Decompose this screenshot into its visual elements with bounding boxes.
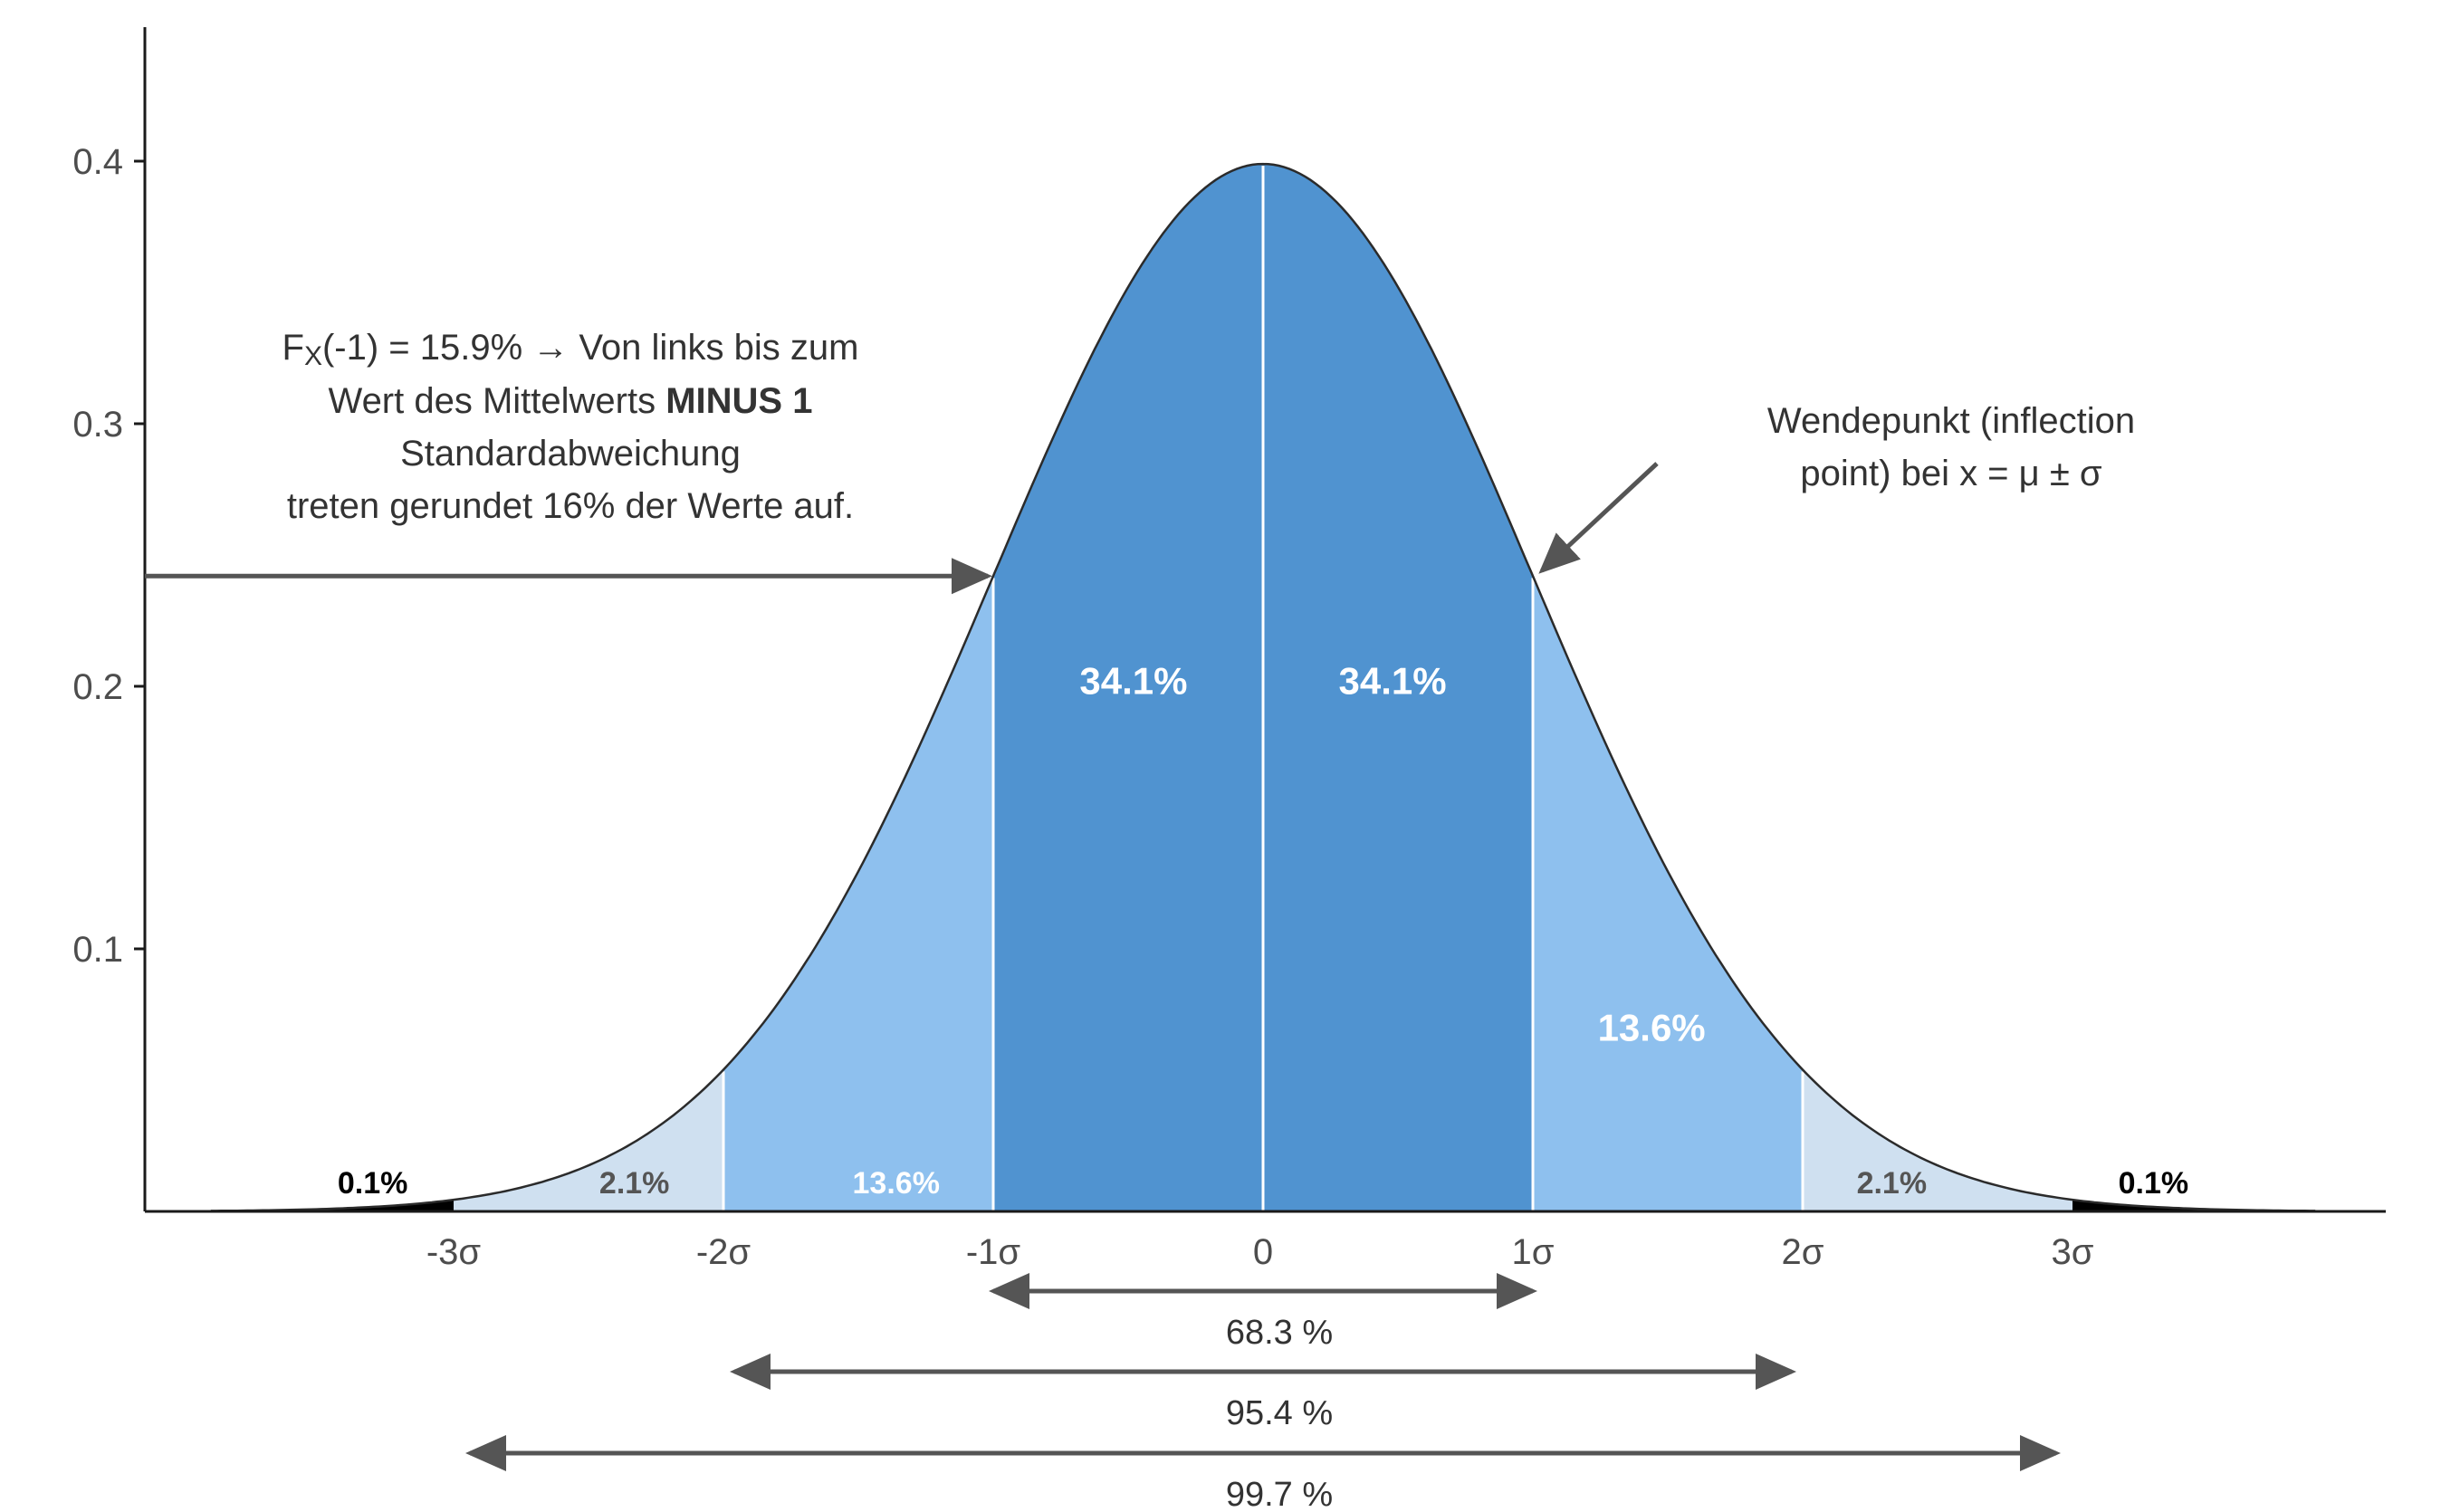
range-label: 68.3 %: [1226, 1314, 1333, 1352]
region-area-4: [1263, 164, 1533, 1212]
x-tick-label: 3σ: [2052, 1232, 2094, 1272]
region-area-3: [993, 164, 1263, 1212]
region-label: 2.1%: [599, 1166, 670, 1201]
y-tick-labels: 0.1 0.2 0.3 0.4: [72, 142, 145, 970]
x-tick-label: 0: [1253, 1232, 1273, 1272]
annotation-right-line2: point) bei x = μ ± σ: [1800, 454, 2101, 493]
region-area-6: [1803, 1069, 2072, 1211]
sigma-dividers: [722, 166, 1804, 1211]
right-annotation: Wendepunkt (inflection point) bei x = μ …: [1538, 401, 2135, 574]
region-label: 34.1%: [1079, 660, 1187, 703]
region-label: 0.1%: [2119, 1166, 2189, 1201]
range-label: 99.7 %: [1226, 1476, 1333, 1512]
y-tick-label: 0.4: [72, 142, 123, 182]
region-label: 0.1%: [338, 1166, 408, 1201]
x-tick-label: -1σ: [966, 1232, 1021, 1272]
range-label: 95.4 %: [1226, 1394, 1333, 1432]
region-area-2: [723, 576, 993, 1211]
y-tick-label: 0.3: [72, 405, 123, 445]
x-tick-label: -2σ: [696, 1232, 751, 1272]
region-label: 13.6%: [1598, 1007, 1706, 1049]
right-annotation-arrow: [1538, 462, 1659, 574]
x-tick-label: 1σ: [1512, 1232, 1555, 1272]
left-annotation: FX(-1) = 15.9% → Von links bis zum Wert …: [145, 328, 992, 595]
annotation-right-line1: Wendepunkt (inflection: [1767, 401, 2135, 441]
x-tick-label: 2σ: [1782, 1232, 1824, 1272]
region-percent-labels: 0.1% 2.1% 13.6% 34.1% 34.1% 13.6% 2.1% 0.1%: [338, 660, 2188, 1201]
x-tick-label: -3σ: [426, 1232, 482, 1272]
y-tick-label: 0.1: [72, 930, 123, 970]
y-tick-label: 0.2: [72, 667, 123, 707]
annotation-left-line1: FX(-1) = 15.9% → Von links bis zum: [282, 328, 859, 371]
shaded-regions: [210, 164, 2316, 1212]
annotation-left-line4: treten gerundet 16% der Werte auf.: [287, 486, 854, 526]
annotation-left-line3: Standardabweichung: [400, 434, 741, 474]
region-area-0: [210, 1200, 455, 1211]
region-area-1: [454, 1069, 723, 1211]
axes: [143, 27, 2386, 1213]
region-label: 2.1%: [1857, 1166, 1928, 1201]
region-area-5: [1533, 576, 1803, 1211]
region-label: 34.1%: [1338, 660, 1446, 703]
density-curve: [210, 162, 2316, 1212]
region-label: 13.6%: [853, 1166, 940, 1201]
annotation-left-line2: Wert des Mittelwerts MINUS 1: [329, 381, 813, 421]
sigma-range-arrows: 68.3 % 95.4 % 99.7 %: [465, 1273, 2061, 1512]
region-area-7: [2072, 1200, 2316, 1211]
x-tick-labels: -3σ -2σ -1σ 0 1σ 2σ 3σ: [426, 1232, 2094, 1272]
